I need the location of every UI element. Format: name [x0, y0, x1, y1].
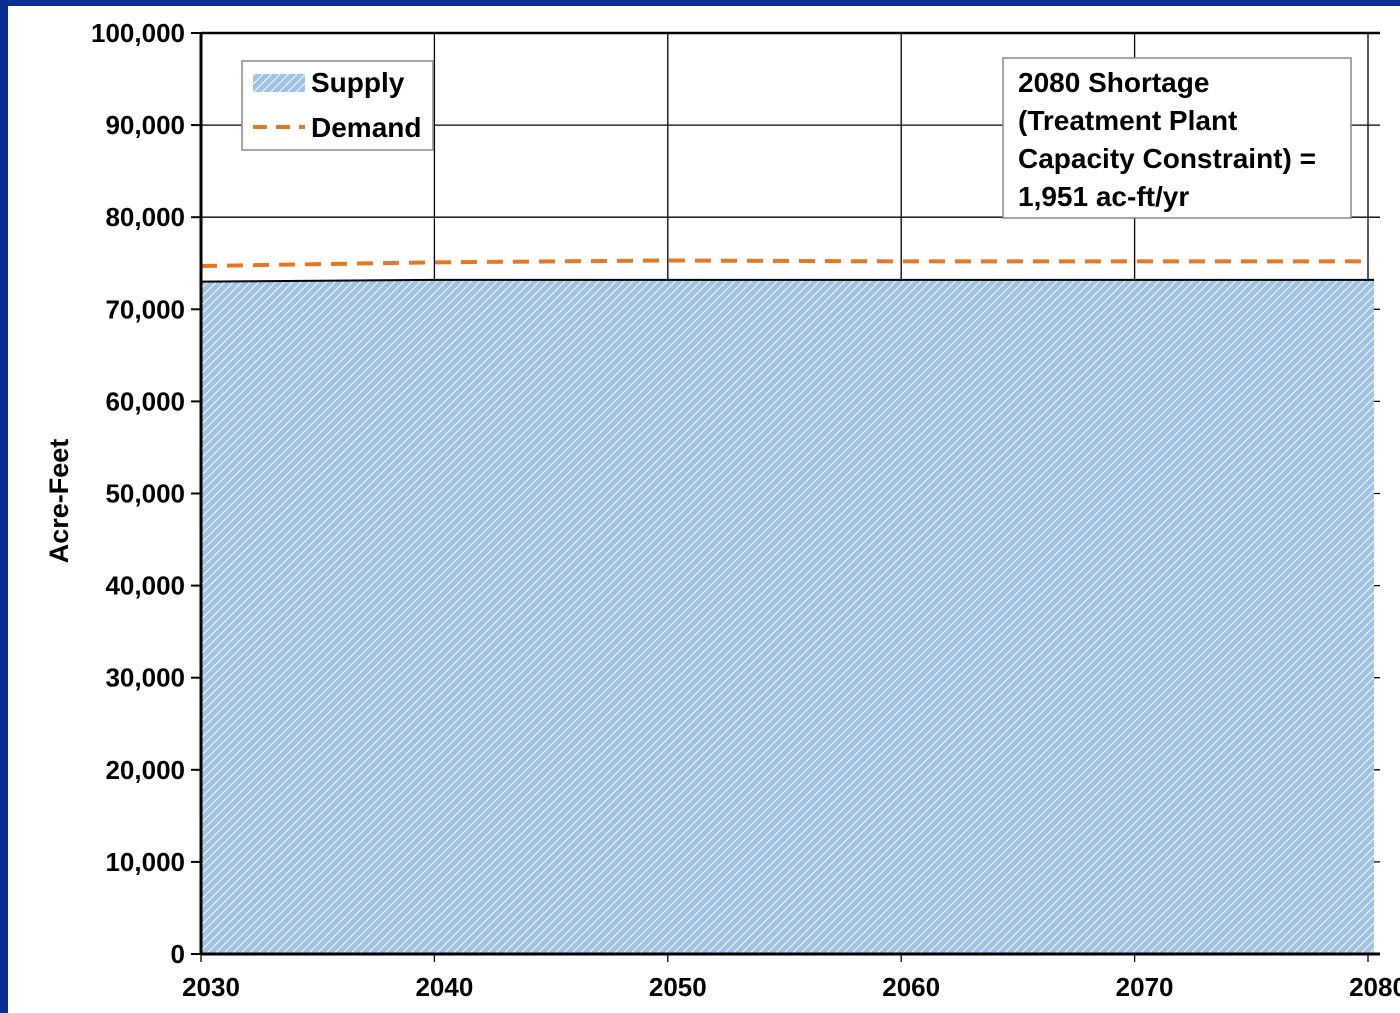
y-tick-label: 60,000 [105, 386, 185, 416]
x-tick-labels: 2030 2040 2050 2060 2070 2080 [182, 972, 1400, 1002]
line-layer [200, 258, 1368, 269]
y-tick-label: 50,000 [105, 479, 185, 509]
axes [199, 31, 1380, 956]
x-tick-label: 2050 [649, 972, 707, 1002]
x-tick-label: 2040 [415, 972, 473, 1002]
chart-canvas: 0 10,000 20,000 30,000 40,000 50,000 60,000 70,… [8, 6, 1400, 1013]
legend: Supply Demand [241, 60, 434, 151]
x-tick-label: 2080 [1349, 972, 1400, 1002]
y-tick-label: 30,000 [105, 663, 185, 693]
legend-demand-label: Demand [311, 112, 421, 143]
y-tick-label: 80,000 [105, 202, 185, 232]
shortage-annotation: 2080 Shortage (Treatment Plant Capacity … [1002, 57, 1352, 219]
y-tick-label: 10,000 [105, 847, 185, 877]
y-tick-label: 100,000 [91, 18, 185, 48]
x-tick-label: 2060 [882, 972, 940, 1002]
x-tick-label: 2070 [1116, 972, 1174, 1002]
y-tick-label: 90,000 [105, 110, 185, 140]
x-tick-label: 2030 [182, 972, 240, 1002]
y-tick-label: 20,000 [105, 755, 185, 785]
annotation-line-4: 1,951 ac-ft/yr [1018, 181, 1189, 212]
annotation-line-2: (Treatment Plant [1018, 105, 1237, 136]
annotation-line-1: 2080 Shortage [1018, 67, 1209, 98]
supply-area [201, 279, 1374, 954]
annotation-box [1002, 57, 1352, 219]
supply-top-edge [200, 278, 1374, 283]
legend-supply-label: Supply [311, 67, 405, 98]
y-tick-label: 70,000 [105, 294, 185, 324]
y-tick-labels: 0 10,000 20,000 30,000 40,000 50,000 60,000 70,… [91, 18, 185, 969]
area-layer [200, 278, 1374, 954]
annotation-line-3: Capacity Constraint) = [1018, 143, 1316, 174]
y-tick-label: 0 [171, 939, 185, 969]
supply-demand-chart: 0 10,000 20,000 30,000 40,000 50,000 60,000 70,… [44, 18, 1400, 1002]
y-tick-label: 40,000 [105, 571, 185, 601]
demand-line [200, 258, 1368, 269]
y-axis-title: Acre-Feet [44, 439, 74, 564]
legend-supply-swatch [253, 74, 305, 92]
